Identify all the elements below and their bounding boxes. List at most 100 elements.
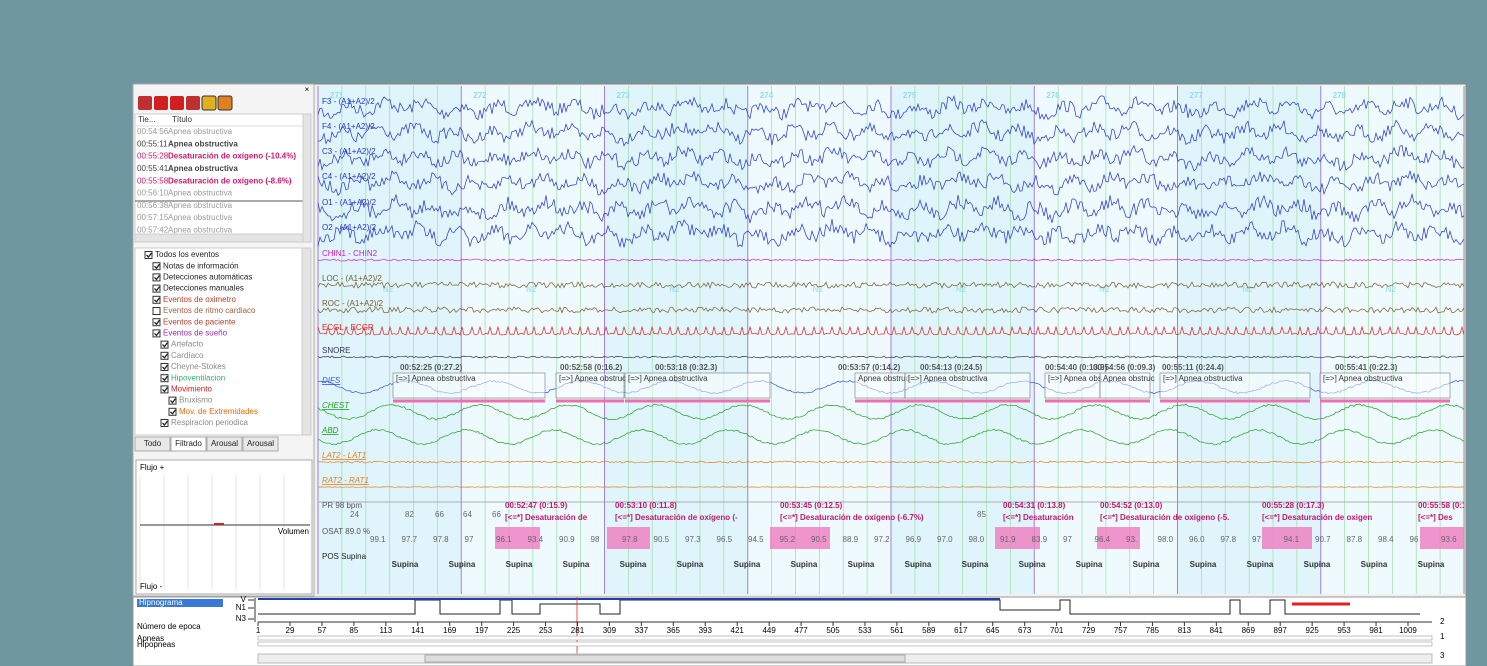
apnea-label[interactable]: [=>] Apnea obstructiva — [908, 374, 988, 383]
event-time[interactable]: 00:55:11 — [137, 139, 168, 148]
desat-label[interactable]: [<=*] Desaturación — [1003, 513, 1074, 522]
apnea-time[interactable]: 00:54:13 (0:24.5) — [920, 363, 983, 372]
channel-label[interactable]: CHIN1 - CHIN2 — [322, 249, 378, 258]
column-header[interactable]: Título — [172, 115, 193, 124]
channel-label[interactable]: ROC - (A1+A2)/2 — [322, 299, 384, 308]
channel-label[interactable]: F3 - (A1+A2)/2 — [322, 97, 375, 106]
channel-label[interactable]: LAT2 - LAT1 — [322, 451, 366, 460]
apnea-time[interactable]: 00:55:41 (0:22.3) — [1335, 363, 1398, 372]
hypno-title[interactable]: Hipnograma — [139, 598, 183, 607]
column-header[interactable]: Tie... — [138, 115, 155, 124]
tab-label[interactable]: Arousal — [211, 439, 238, 448]
channel-label[interactable]: PR 98 bpm — [322, 501, 362, 510]
checkbox[interactable] — [153, 308, 160, 315]
event-time[interactable]: 00:56:38 — [137, 201, 169, 210]
apnea-label[interactable]: [=>] Apnea obstructiva — [628, 374, 708, 383]
apnea-label[interactable]: [=>] Apnea obstructiva — [1163, 374, 1243, 383]
event-title[interactable]: Apnea obstructiva — [168, 201, 233, 210]
tree-item[interactable]: Detecciones manuales — [163, 284, 244, 293]
apnea-time[interactable]: 00:52:58 (0:16.2) — [560, 363, 623, 372]
event-title[interactable]: Apnea obstructiva — [168, 127, 233, 136]
event-title[interactable]: Apnea obstructiva — [168, 139, 238, 148]
event-time[interactable]: 00:55:58 — [137, 176, 169, 185]
event-title[interactable]: Desaturación de oxígeno (-8.6%) — [168, 176, 292, 185]
apnea-time[interactable]: 00:55:11 (0:24.4) — [1162, 363, 1224, 372]
desat-label[interactable]: [<=*] Desaturación de oxígeno (-6.7%) — [780, 513, 924, 522]
event-time[interactable]: 00:54:56 — [137, 127, 169, 136]
desat-time[interactable]: 00:54:52 (0:13.0) — [1100, 501, 1163, 510]
tree-item[interactable]: Cheyne-Stokes — [171, 362, 226, 371]
apnea-time[interactable]: 00:53:57 (0:14.2) — [838, 363, 901, 372]
desat-time[interactable]: 00:53:10 (0:11.8) — [615, 501, 677, 510]
tab-label[interactable]: Filtrado — [175, 439, 202, 448]
event-title[interactable]: Apnea obstructiva — [168, 164, 238, 173]
event-time[interactable]: 00:57:42 — [137, 226, 169, 235]
event-time[interactable]: 00:57:15 — [137, 213, 169, 222]
channel-label[interactable]: LOC - (A1+A2)/2 — [322, 274, 382, 283]
desat-label[interactable]: [<=*] Desaturación de oxígeno (-5. — [1100, 513, 1229, 522]
tree-item[interactable]: Mov. de Extremidades — [179, 407, 258, 416]
channel-label[interactable]: DIFS — [322, 376, 341, 385]
channel-label[interactable]: ABD — [321, 426, 339, 435]
tree-item[interactable]: Eventos de oximetro — [163, 295, 236, 304]
close-button[interactable]: × — [305, 85, 310, 94]
apnea-label[interactable]: [=>] Apnea obstruc — [559, 374, 626, 383]
apnea-label[interactable]: [=>] Apnea obs — [1048, 374, 1102, 383]
tree-item[interactable]: Todos los eventos — [155, 250, 219, 259]
event-time[interactable]: 00:56:10 — [137, 189, 169, 198]
desat-label[interactable]: [<=*] Desaturación de oxigen — [1262, 513, 1372, 522]
desat-time[interactable]: 00:55:58 (0:1 — [1418, 501, 1467, 510]
hypno-thumb[interactable] — [425, 655, 905, 662]
apnea-label[interactable]: [=>] Apnea obstructiva — [1323, 374, 1403, 383]
desat-label[interactable]: [<=*] Desaturación de oxígeno (- — [615, 513, 738, 522]
channel-label[interactable]: ECGL - ECGR — [322, 323, 374, 332]
event-time[interactable]: 00:55:41 — [137, 164, 169, 173]
channel-label[interactable]: O1 - (A1+A2)/2 — [322, 198, 377, 207]
apnea-time[interactable]: 00:52:25 (0:27.2) — [400, 363, 463, 372]
event-time[interactable]: 00:55:28 — [137, 152, 169, 161]
apnea-time[interactable]: 00:54:56 (0:09.3) — [1093, 363, 1156, 372]
tab-label[interactable]: Todo — [144, 439, 162, 448]
channel-label[interactable]: POS Supina — [322, 552, 367, 561]
channel-label[interactable]: C4 - (A1+A2)/2 — [322, 172, 376, 181]
tree-item[interactable]: Movimiento — [171, 385, 212, 394]
apnea-label[interactable]: [=>] Apnea obstructiva — [396, 374, 476, 383]
channel-label[interactable]: F4 - (A1+A2)/2 — [322, 122, 375, 131]
desat-label[interactable]: [<=*] Desaturación de — [505, 513, 588, 522]
tree-item[interactable]: Respiracion periodica — [171, 418, 248, 427]
event-title[interactable]: Desaturación de oxígeno (-10.4%) — [168, 152, 296, 161]
event-title[interactable]: Apnea obstructiva — [168, 226, 233, 235]
event-title[interactable]: Apnea obstructiva — [168, 189, 233, 198]
tree-item[interactable]: Notas de información — [163, 261, 239, 270]
tab-label[interactable]: Arousal — [247, 439, 274, 448]
apnea-time[interactable]: 00:53:18 (0:32.3) — [655, 363, 718, 372]
channel-label[interactable]: OSAT 89.0 % — [322, 527, 370, 536]
desat-label[interactable]: [<=*] Des — [1418, 513, 1453, 522]
apnea-label[interactable]: Apnea obstruc — [858, 374, 910, 383]
desat-time[interactable]: 00:55:28 (0:17.3) — [1262, 501, 1325, 510]
tree-item[interactable]: Artefacto — [171, 340, 204, 349]
channel-label[interactable]: RAT2 - RAT1 — [322, 476, 369, 485]
toolbar-icon[interactable] — [154, 96, 168, 110]
desat-time[interactable]: 00:54:31 (0:13.8) — [1003, 501, 1066, 510]
tree-item[interactable]: Hipoventilacion — [171, 373, 225, 382]
toolbar-icon[interactable] — [202, 96, 216, 110]
toolbar-icon[interactable] — [186, 96, 200, 110]
desat-time[interactable]: 00:52:47 (0:15.9) — [505, 501, 568, 510]
desat-time[interactable]: 00:53:45 (0:12.5) — [780, 501, 843, 510]
event-title[interactable]: Apnea obstructiva — [168, 213, 233, 222]
tree-item[interactable]: Eventos de paciente — [163, 317, 236, 326]
channel-label[interactable]: C3 - (A1+A2)/2 — [322, 147, 376, 156]
toolbar-icon[interactable] — [170, 96, 184, 110]
tree-item[interactable]: Eventos de sueño — [163, 329, 228, 338]
channel-label[interactable]: SNORE — [322, 346, 350, 355]
tree-item[interactable]: Eventos de ritmo cardiaco — [163, 306, 256, 315]
tree-item[interactable]: Cardíaco — [171, 351, 204, 360]
toolbar-icon[interactable] — [218, 96, 232, 110]
toolbar-icon[interactable] — [138, 96, 152, 110]
channel-label[interactable]: CHEST — [322, 401, 350, 410]
channel-label[interactable]: O2 - (A1+A2)/2 — [322, 223, 377, 232]
tree-item[interactable]: Detecciones automáticas — [163, 273, 252, 282]
tree-item[interactable]: Bruxismo — [179, 396, 213, 405]
apnea-label[interactable]: Apnea obstruc — [1103, 374, 1155, 383]
